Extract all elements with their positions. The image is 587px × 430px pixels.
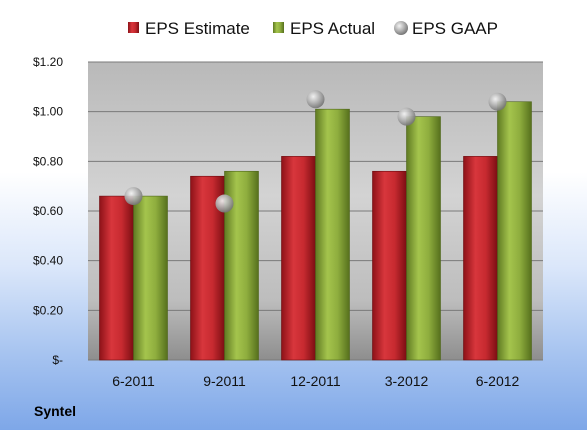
x-tick-label: 3-2012 — [385, 373, 429, 389]
eps-gaap-marker — [397, 107, 416, 126]
x-axis-ticks: 6-2011 9-2011 12-2011 3-2012 6-2012 — [112, 373, 519, 389]
eps-gaap-marker — [215, 194, 234, 213]
eps-estimate-bar — [463, 156, 498, 361]
x-tick-label: 9-2011 — [203, 373, 246, 389]
y-tick-label: $0.60 — [33, 204, 63, 218]
y-tick-label: $1.00 — [33, 105, 63, 119]
company-label: Syntel — [34, 403, 76, 419]
eps-estimate-bar — [372, 170, 407, 361]
y-tick-label: $1.20 — [33, 55, 63, 69]
legend-label: EPS Estimate — [145, 19, 250, 38]
x-tick-label: 12-2011 — [290, 373, 341, 389]
y-tick-label: $0.40 — [33, 254, 63, 268]
legend-label: EPS GAAP — [412, 19, 498, 38]
legend-swatch — [394, 21, 408, 35]
x-tick-label: 6-2011 — [112, 373, 155, 389]
eps-gaap-marker — [306, 90, 325, 109]
eps-actual-bar — [133, 195, 168, 361]
eps-gaap-marker — [488, 92, 507, 111]
legend-label: EPS Actual — [290, 19, 375, 38]
legend: EPS Estimate EPS Actual EPS GAAP — [128, 19, 498, 38]
eps-estimate-bar — [99, 195, 134, 361]
bars — [99, 101, 532, 361]
x-tick-label: 6-2012 — [476, 373, 520, 389]
y-tick-label: $- — [52, 353, 63, 367]
eps-estimate-bar — [281, 156, 316, 361]
legend-swatch — [128, 22, 139, 33]
eps-actual-bar — [406, 116, 441, 361]
eps-gaap-marker — [124, 187, 143, 206]
y-tick-label: $0.80 — [33, 154, 63, 168]
y-tick-label: $0.20 — [33, 303, 63, 317]
eps-actual-bar — [315, 108, 350, 361]
eps-actual-bar — [497, 101, 532, 361]
y-axis-ticks: $- $0.20 $0.40 $0.60 $0.80 $1.00 $1.20 — [33, 55, 63, 367]
legend-swatch — [273, 22, 284, 33]
gaap-markers — [124, 90, 507, 213]
